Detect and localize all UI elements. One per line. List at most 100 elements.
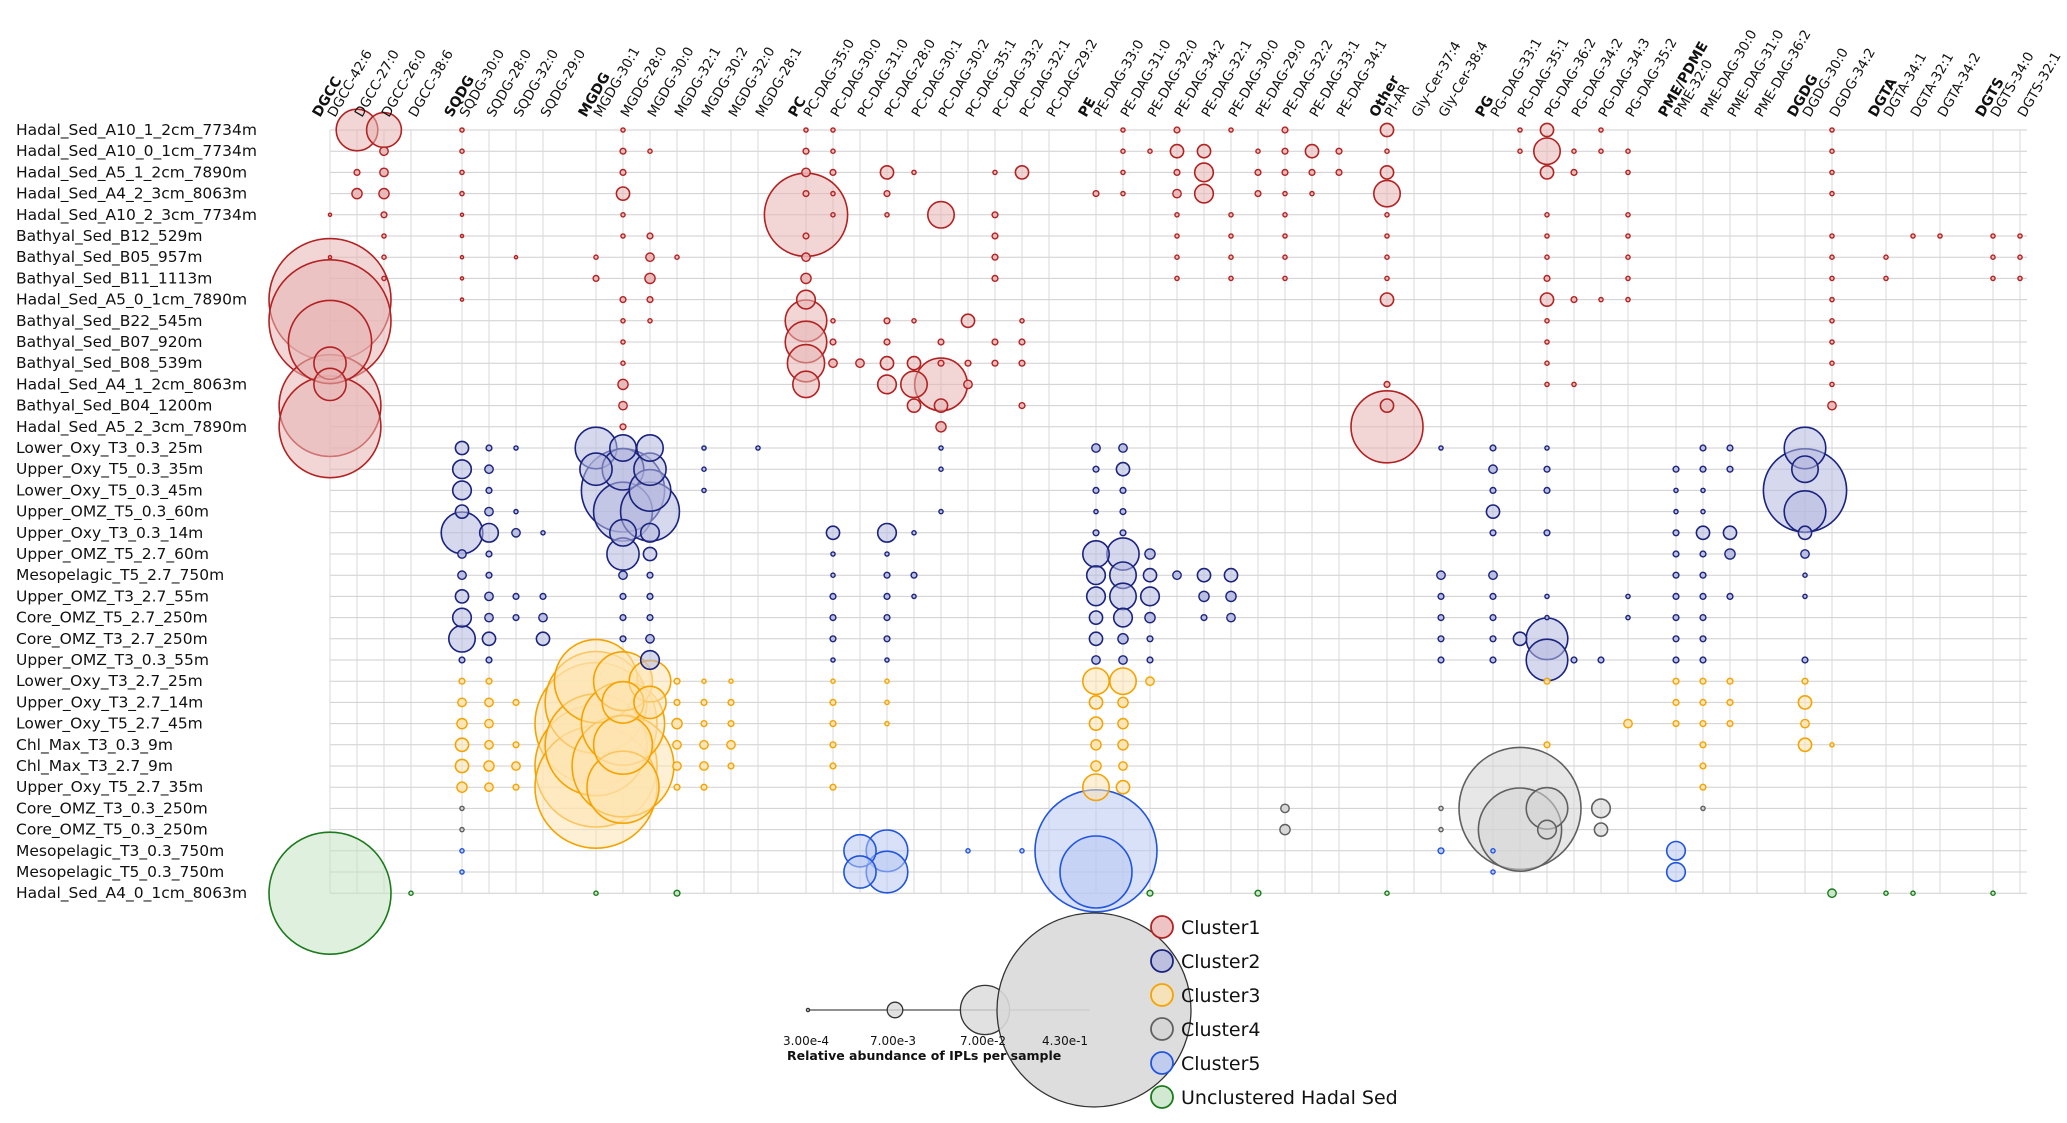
bubble-mark: [991, 253, 999, 261]
bubble-mark: [1255, 148, 1261, 154]
bubble-mark: [1672, 592, 1680, 601]
cluster-legend-swatch: [1150, 1017, 1174, 1041]
bubble-mark: [1193, 162, 1215, 183]
bubble-mark: [459, 212, 465, 218]
bubble-mark: [883, 190, 891, 198]
bubble-mark: [911, 169, 917, 176]
bubble-mark: [1279, 823, 1291, 836]
bubble-mark: [926, 200, 955, 229]
bubble-mark: [378, 187, 390, 200]
bubble-mark: [1543, 465, 1551, 473]
row-label: Core_OMZ_T3_2.7_250m: [16, 630, 208, 649]
bubble-mark: [617, 378, 629, 391]
bubble-mark: [485, 656, 493, 664]
bubble-mark: [1282, 233, 1288, 239]
bubble-mark: [1544, 254, 1550, 261]
chart-grid: [329, 129, 2027, 894]
cluster-legend-label: Cluster2: [1181, 951, 1261, 973]
bubble-mark: [1082, 539, 1111, 568]
bubble-mark: [802, 147, 810, 155]
bubble-mark: [1115, 779, 1131, 795]
bubble-mark: [1598, 127, 1604, 133]
bubble-mark: [1309, 190, 1315, 197]
bubble-mark: [1489, 444, 1497, 452]
row-label: Core_OMZ_T5_2.7_250m: [16, 609, 208, 628]
bubble-mark: [1726, 465, 1734, 473]
bubble-mark: [1144, 611, 1156, 624]
cluster-legend-label: Cluster1: [1181, 917, 1261, 939]
bubble-mark: [1544, 339, 1550, 345]
bubble-mark: [1726, 677, 1734, 685]
bubble-mark: [1598, 148, 1604, 154]
bubble-mark: [1228, 127, 1234, 133]
bubble-mark: [1019, 317, 1025, 324]
bubble-mark: [484, 612, 494, 623]
bubble-mark: [1726, 698, 1734, 707]
bubble-mark: [1883, 254, 1889, 261]
cluster-legend-swatch: [1150, 1051, 1174, 1075]
bubble-mark: [615, 186, 631, 201]
bubble-mark: [791, 370, 820, 399]
bubble-mark: [1700, 805, 1706, 812]
bubble-mark: [1198, 590, 1210, 603]
cluster-legend-swatch: [1150, 949, 1174, 973]
bubble-mark: [1485, 504, 1501, 519]
bubble-mark: [1539, 122, 1555, 138]
bubble-mark: [1019, 848, 1025, 854]
bubble-mark: [700, 719, 708, 728]
bubble-mark: [1384, 890, 1390, 897]
bubble-mark: [1146, 889, 1154, 897]
bubble-mark: [1085, 565, 1107, 586]
bubble-mark: [365, 111, 403, 149]
bubble-mark: [483, 760, 495, 772]
bubble-mark: [619, 592, 627, 601]
bubble-mark: [1672, 571, 1680, 579]
bubble-mark: [619, 147, 627, 155]
bubble-mark: [2017, 254, 2023, 261]
bubble-mark: [1384, 254, 1390, 261]
bubble-mark: [1625, 169, 1631, 176]
row-label: Bathyal_Sed_B05_957m: [16, 248, 203, 267]
bubble-mark: [1726, 719, 1734, 728]
bubble-mark: [1335, 168, 1343, 177]
bubble-mark: [1883, 890, 1889, 897]
bubble-mark: [619, 296, 627, 304]
bubble-mark: [1092, 465, 1100, 473]
bubble-mark: [1593, 822, 1609, 837]
bubble-mark: [1082, 773, 1111, 802]
bubble-mark: [459, 233, 465, 239]
bubble-mark: [1118, 443, 1128, 453]
bubble-mark: [1699, 677, 1707, 685]
bubble-mark: [1085, 586, 1107, 607]
bubble-mark: [1539, 292, 1555, 307]
bubble-mark: [1517, 148, 1523, 154]
bubble-mark: [1800, 549, 1810, 559]
bubble-mark: [633, 685, 667, 720]
size-legend-bubble: [996, 912, 1192, 1108]
bubble-mark: [2017, 275, 2023, 282]
bubble-mark: [1570, 296, 1578, 304]
bubble-mark: [935, 420, 947, 433]
bubble-mark: [459, 848, 465, 854]
bubble-mark: [876, 374, 898, 395]
bubble-mark: [1543, 741, 1551, 749]
bubble-mark: [1543, 274, 1551, 283]
bubble-mark: [991, 359, 999, 367]
bubble-mark: [485, 444, 493, 452]
bubble-mark: [1539, 164, 1555, 180]
bubble-mark: [644, 272, 656, 285]
bubble-mark: [459, 190, 465, 197]
bubble-mark: [1695, 525, 1711, 541]
bubble-mark: [1117, 739, 1129, 751]
bubble-mark: [1228, 254, 1234, 261]
cluster-legend: Cluster1 Cluster2 Cluster3 Cluster4 Cluster5…: [1150, 915, 1398, 1109]
bubble-mark: [1281, 126, 1289, 134]
row-label: Upper_OMZ_T3_2.7_55m: [16, 587, 209, 606]
bubble-mark: [351, 187, 363, 200]
bubble-mark: [1570, 168, 1578, 177]
bubble-mark: [639, 522, 661, 543]
bubble-mark: [1090, 760, 1102, 772]
row-label: Core_OMZ_T3_0.3_250m: [16, 799, 208, 818]
bubble-mark: [1088, 695, 1104, 710]
